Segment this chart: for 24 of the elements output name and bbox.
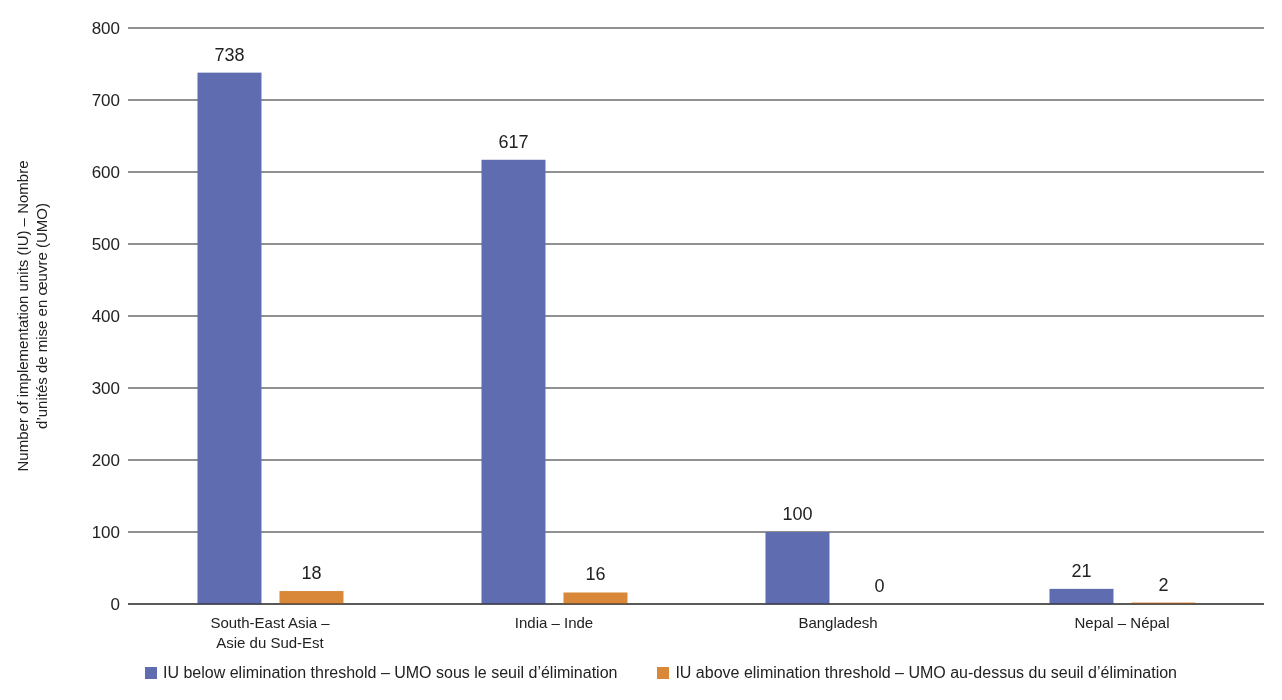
y-tick-label: 300: [91, 379, 120, 399]
x-tick-label: Nepal – Népal: [1074, 614, 1170, 631]
data-label: 16: [585, 564, 606, 585]
x-tick-label: India – Inde: [514, 614, 594, 631]
y-tick-label: 200: [91, 451, 120, 471]
y-tick-label: 400: [91, 307, 120, 327]
data-label: 18: [301, 563, 322, 584]
data-label: 617: [498, 131, 529, 152]
y-tick-label: 800: [91, 19, 120, 39]
annotation: 0: [874, 576, 885, 596]
y-tick-label: 700: [91, 91, 120, 111]
y-tick-label: 500: [91, 235, 120, 255]
x-tick-label: Bangladesh: [798, 614, 878, 631]
data-label: 100: [782, 504, 813, 524]
y-tick-label: 600: [91, 163, 120, 183]
legend-label: IU above elimination threshold – UMO au-dessus du seuil d’élimination: [674, 664, 1178, 682]
data-label: 2: [1158, 574, 1169, 595]
y-tick-label: 100: [91, 523, 120, 543]
legend-label: IU below elimination threshold – UMO sous le seuil d’élimination: [162, 664, 618, 682]
y-tick-label: 0: [110, 595, 120, 615]
y-axis-title: Number of implementation units (IU) – Nombre d’unités de mise en œuvre (UMO): [14, 160, 50, 472]
data-label: 738: [214, 44, 245, 65]
x-tick-label: South-East Asia – Asie du Sud-Est: [210, 614, 331, 651]
data-label: 21: [1071, 560, 1092, 581]
